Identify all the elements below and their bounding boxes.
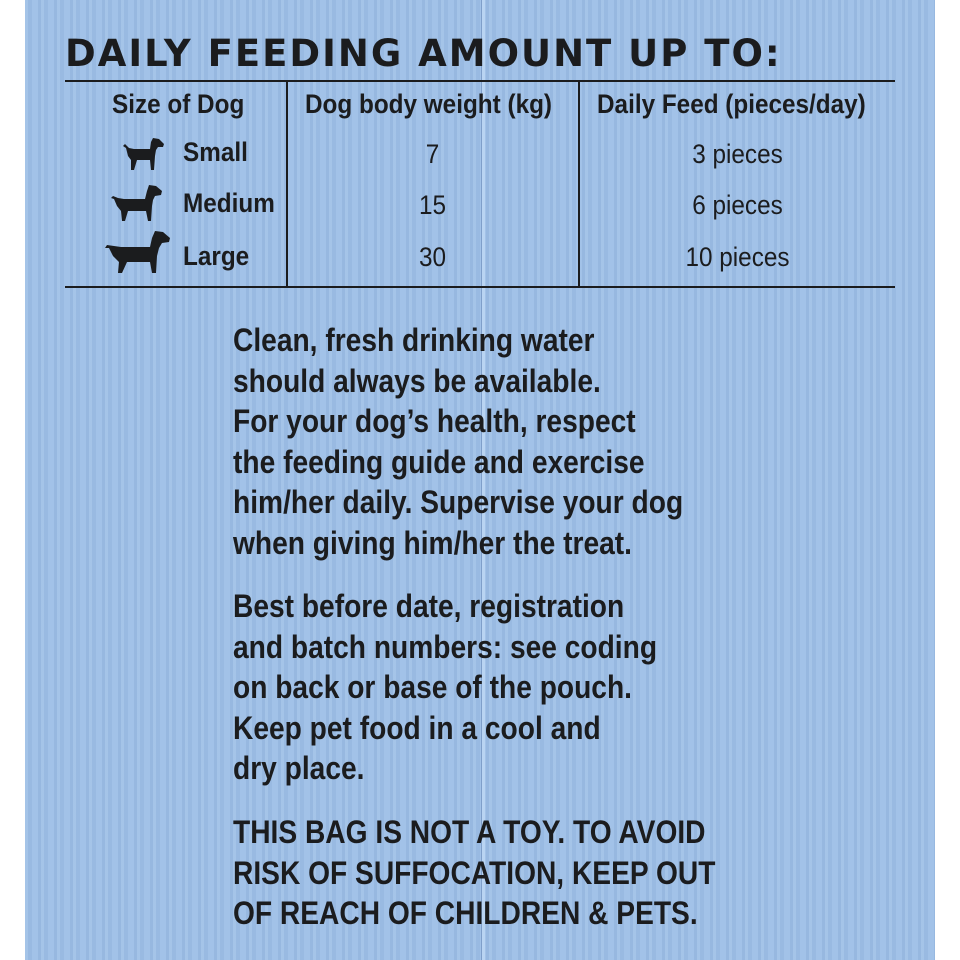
feeding-table: Size of Dog Dog body weight (kg) Daily F… [65, 80, 895, 288]
medium-dog-icon [111, 185, 162, 221]
row-small-feed: 3 pieces [692, 139, 783, 169]
row-large-size: Large [183, 241, 250, 271]
small-dog-icon [123, 138, 164, 170]
header-feed: Daily Feed (pieces/day) [597, 89, 866, 119]
column-divider-1 [286, 80, 288, 286]
water-paragraph: Clean, fresh drinking water should alway… [233, 322, 684, 561]
table-top-rule [65, 80, 895, 82]
header-weight: Dog body weight (kg) [305, 89, 553, 119]
row-medium-weight: 15 [418, 190, 447, 220]
column-divider-2 [578, 80, 580, 286]
warning-paragraph: THIS BAG IS NOT A TOY. TO AVOID RISK OF … [233, 814, 716, 931]
table-bottom-rule [65, 286, 895, 288]
storage-paragraph: Best before date, registration and batch… [233, 588, 658, 786]
row-large-weight: 30 [418, 242, 447, 272]
row-small-size: Small [183, 137, 248, 167]
label-panel: DAILY FEEDING AMOUNT UP TO: Size of Dog … [25, 0, 935, 960]
row-large-feed: 10 pieces [685, 242, 790, 272]
row-medium-feed: 6 pieces [692, 190, 783, 220]
package-seam [481, 0, 485, 960]
wood-grain-texture [25, 0, 935, 960]
page-title: DAILY FEEDING AMOUNT UP TO: [65, 32, 782, 75]
header-size: Size of Dog [112, 89, 245, 119]
row-medium-size: Medium [183, 188, 275, 218]
row-small-weight: 7 [425, 139, 440, 169]
large-dog-icon [105, 231, 170, 273]
